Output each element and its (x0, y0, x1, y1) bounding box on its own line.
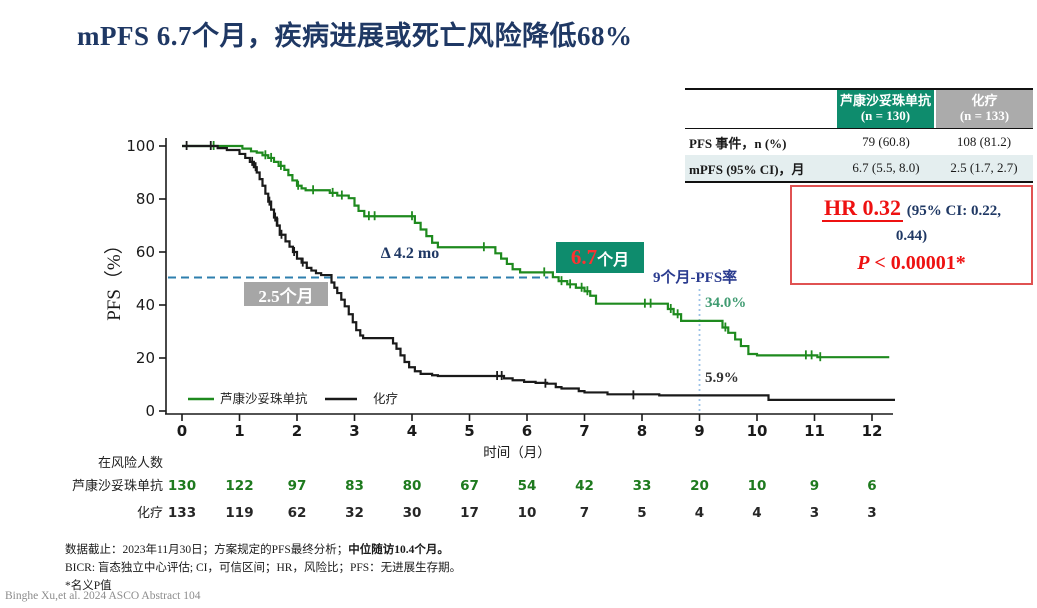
svg-text:0: 0 (177, 422, 187, 440)
risk-value: 20 (690, 478, 709, 494)
risk-value: 3 (867, 505, 876, 521)
citation: Binghe Xu,et al. 2024 ASCO Abstract 104 (5, 590, 201, 602)
risk-value: 83 (345, 478, 364, 494)
summary-table-row-mpfs: mPFS (95% CI)，月 6.7 (5.5, 8.0) 2.5 (1.7,… (685, 155, 1033, 181)
risk-value: 9 (810, 478, 819, 494)
summary-table: 芦康沙妥珠单抗 (n = 130) 化疗 (n = 133) PFS 事件，n … (685, 88, 1033, 183)
hr-value: HR 0.32 (822, 195, 904, 222)
risk-value: 119 (225, 505, 253, 521)
risk-value: 80 (403, 478, 422, 494)
risk-value: 67 (460, 478, 479, 494)
pfs-9month-sac-value: 34.0% (705, 295, 747, 311)
risk-row-label: 芦康沙妥珠单抗 (72, 478, 163, 493)
svg-text:80: 80 (136, 190, 155, 208)
svg-text:6: 6 (522, 422, 532, 440)
footnote-nominal-p: *名义P值 (65, 580, 112, 592)
risk-value: 7 (580, 505, 589, 521)
risk-value: 10 (748, 478, 767, 494)
y-axis-label: PFS（%） (103, 235, 125, 321)
summary-table-header-chemo: 化疗 (n = 133) (934, 90, 1033, 128)
risk-value: 10 (518, 505, 537, 521)
risk-value: 32 (345, 505, 364, 521)
svg-text:8: 8 (637, 422, 647, 440)
risk-value: 133 (168, 505, 196, 521)
risk-value: 97 (288, 478, 307, 494)
svg-text:0: 0 (145, 402, 155, 420)
risk-value: 62 (288, 505, 307, 521)
p-value: < 0.00001* (869, 252, 966, 274)
svg-text:5: 5 (464, 422, 474, 440)
svg-text:7: 7 (579, 422, 589, 440)
risk-value: 42 (575, 478, 594, 494)
footnote-data-cutoff: 数据截止：2023年11月30日；方案规定的PFS最终分析；中位随访10.4个月… (65, 544, 449, 556)
risk-value: 17 (460, 505, 479, 521)
median-chemo-callout: 2.5个月 (244, 282, 328, 306)
svg-text:2: 2 (292, 422, 302, 440)
svg-text:12: 12 (862, 422, 883, 440)
svg-text:1: 1 (234, 422, 244, 440)
legend-label: 芦康沙妥珠单抗 (220, 391, 308, 406)
summary-table-header-spacer (685, 90, 837, 128)
risk-value: 6 (867, 478, 876, 494)
risk-value: 3 (810, 505, 819, 521)
svg-text:4: 4 (407, 422, 417, 440)
page-title: mPFS 6.7个月，疾病进展或死亡风险降低68% (77, 21, 633, 51)
svg-text:9: 9 (694, 422, 704, 440)
svg-text:100: 100 (126, 137, 155, 155)
footnote-abbreviations: BICR: 盲态独立中心评估; CI，可信区间；HR，风险比；PFS：无进展生存… (65, 562, 462, 574)
risk-value: 4 (695, 505, 704, 521)
summary-table-header-sac: 芦康沙妥珠单抗 (n = 130) (837, 90, 934, 128)
pfs-9month-rate-label: 9个月-PFS率 (653, 270, 738, 286)
svg-text:20: 20 (136, 349, 155, 367)
legend-label: 化疗 (373, 392, 398, 406)
median-sac-unit: 个月 (597, 251, 630, 269)
svg-text:10: 10 (747, 422, 768, 440)
hazard-ratio-box: HR 0.32 (95% CI: 0.22, 0.44) P < 0.00001… (790, 185, 1033, 285)
svg-text:40: 40 (136, 296, 155, 314)
risk-value: 54 (518, 478, 537, 494)
svg-text:60: 60 (136, 243, 155, 261)
hr-ci-part1: (95% CI: 0.22, (903, 203, 1001, 219)
risk-table-title: 在风险人数 (98, 455, 163, 470)
svg-text:3: 3 (349, 422, 359, 440)
pfs-9month-chemo-value: 5.9% (705, 370, 739, 386)
risk-value: 130 (168, 478, 196, 494)
risk-value: 30 (403, 505, 422, 521)
hr-line: HR 0.32 (95% CI: 0.22, (792, 194, 1031, 225)
x-axis-label: 时间（月） (483, 445, 551, 460)
risk-value: 4 (752, 505, 761, 521)
median-sac-number: 6.7 (570, 245, 598, 269)
median-chemo-value: 2.5个月 (258, 286, 314, 306)
summary-table-header-row: 芦康沙妥珠单抗 (n = 130) 化疗 (n = 133) (685, 90, 1033, 129)
risk-value: 122 (225, 478, 253, 494)
svg-text:11: 11 (804, 422, 825, 440)
hr-ci-part2: 0.44) (895, 228, 928, 244)
delta-months-label: Δ 4.2 mo (380, 245, 440, 262)
risk-value: 5 (637, 505, 646, 521)
legend: 芦康沙妥珠单抗 化疗 (188, 391, 398, 406)
chemo-curve (182, 141, 895, 401)
p-symbol: P (857, 252, 870, 274)
risk-row-label: 化疗 (137, 505, 163, 520)
median-sac-callout: 6.7 个月 (556, 242, 644, 273)
sac-curve (182, 141, 890, 362)
footnote-median-followup: 中位随访10.4个月。 (348, 544, 449, 556)
p-value-line: P < 0.00001* (792, 247, 1031, 279)
summary-table-row-events: PFS 事件，n (%) 79 (60.8) 108 (81.2) (685, 129, 1033, 155)
risk-value: 33 (633, 478, 652, 494)
